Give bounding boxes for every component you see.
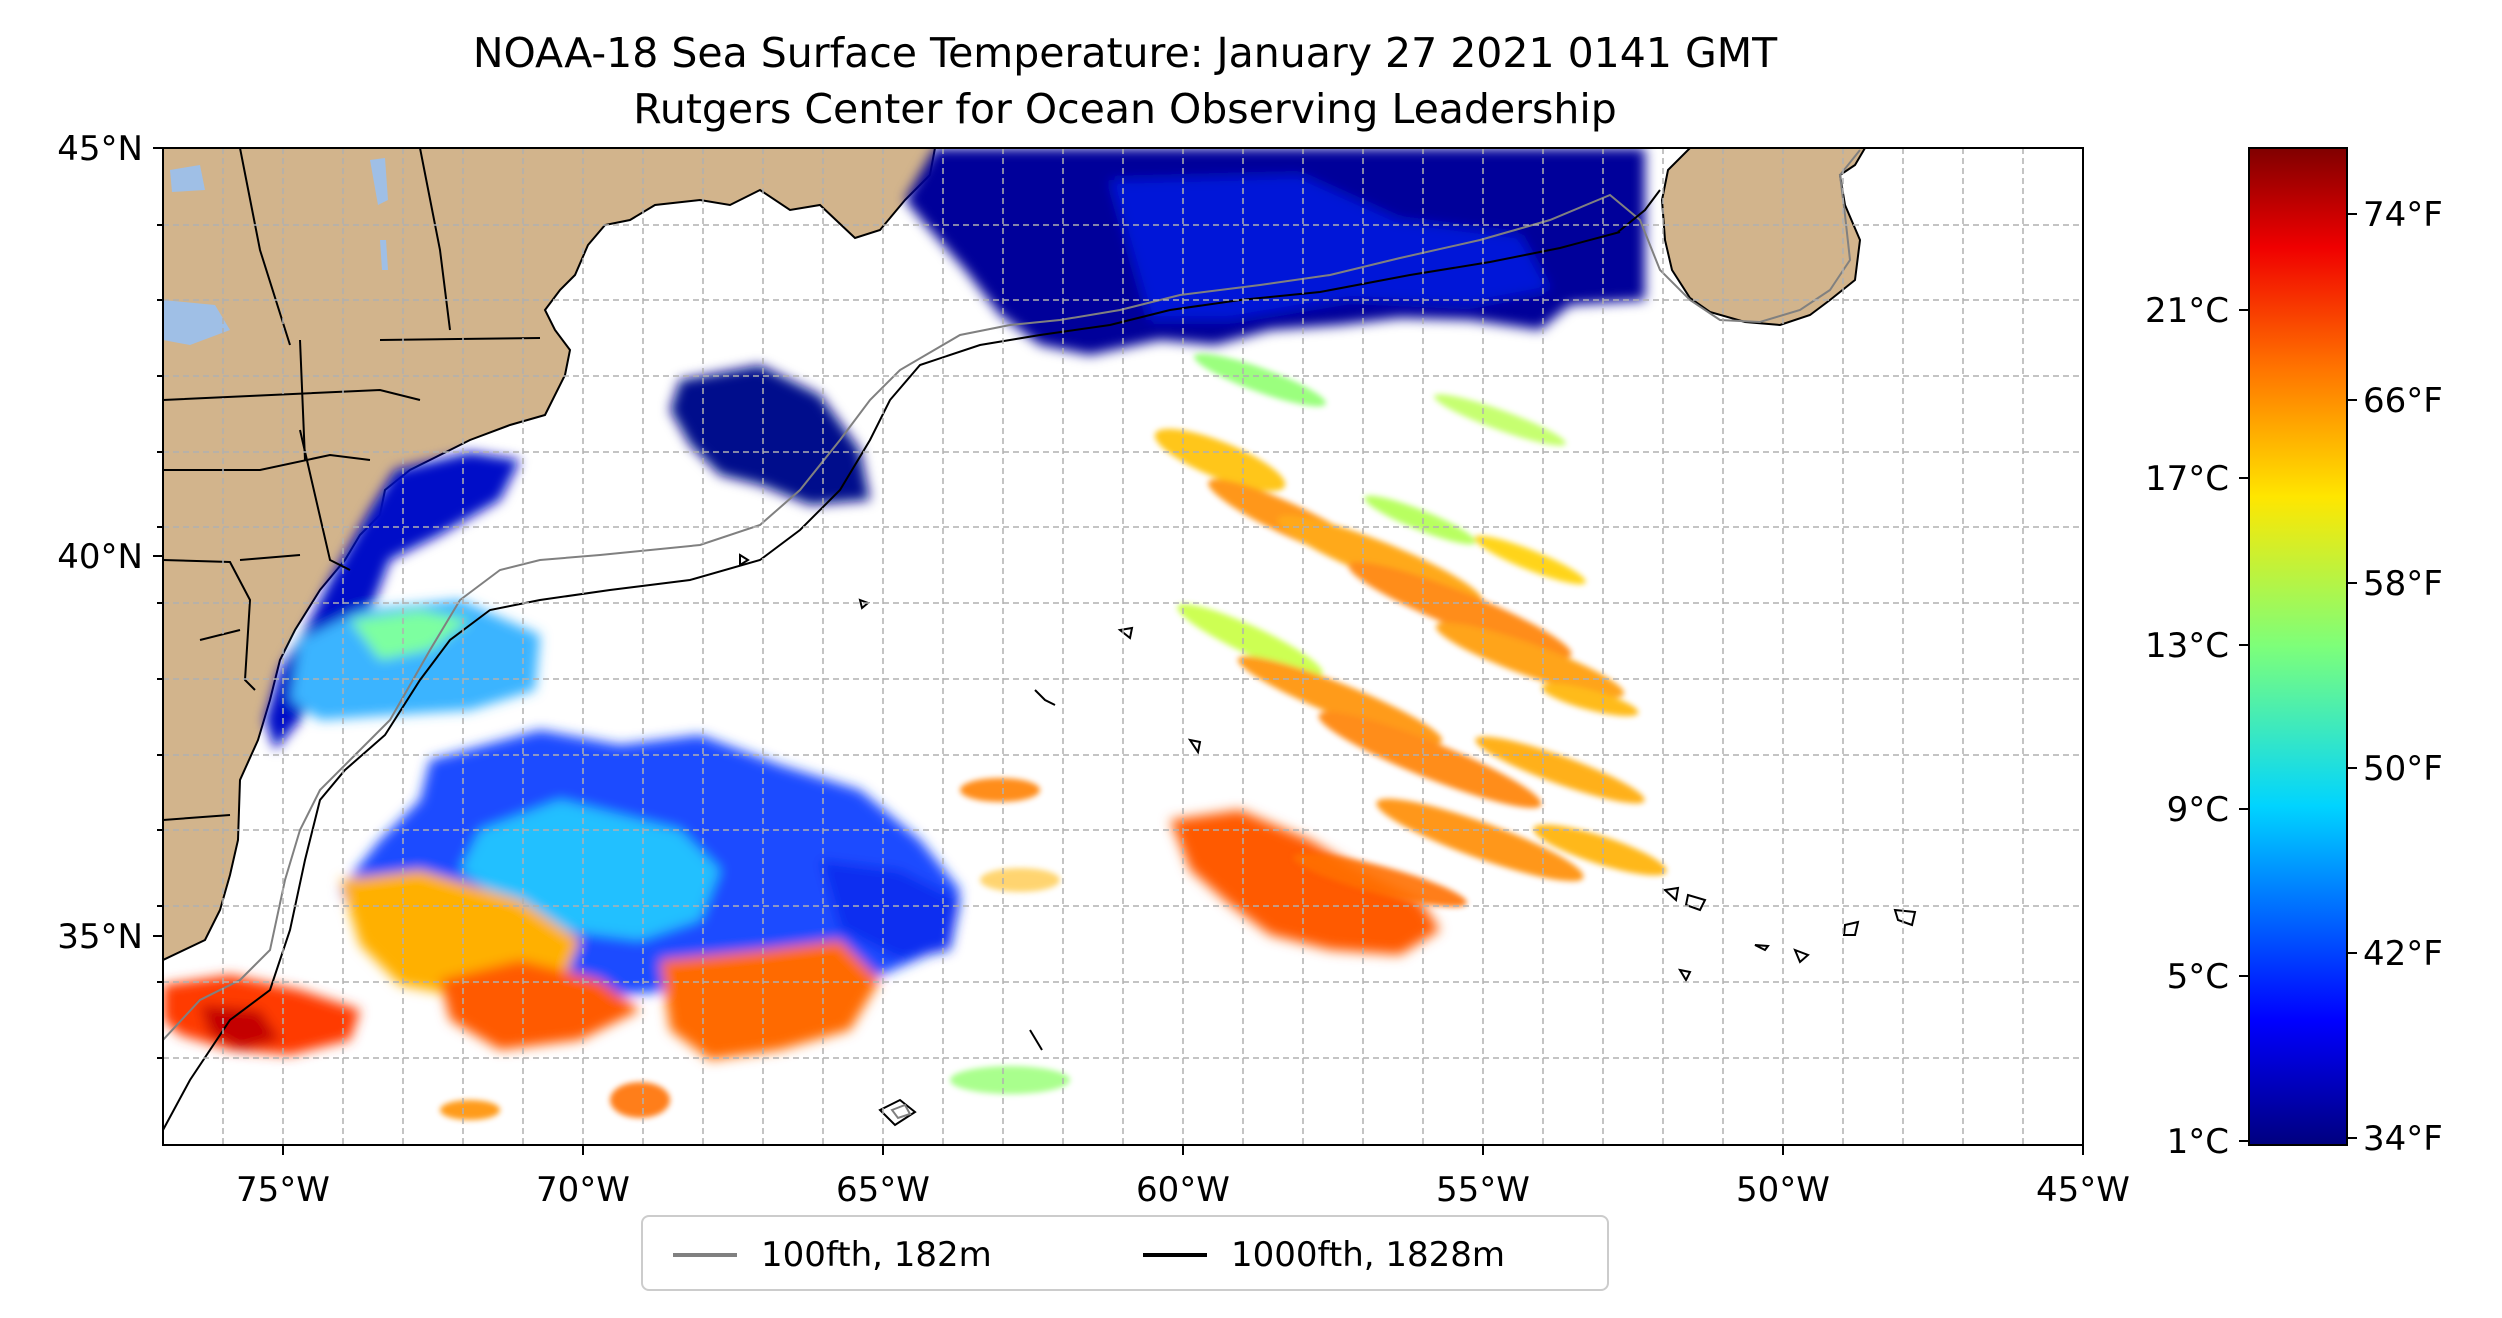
figure-subtitle: Rutgers Center for Ocean Observing Leade… (633, 85, 1617, 133)
lakes (163, 158, 388, 345)
celsius-label-5: 5°C (2167, 957, 2229, 997)
legend-label-1000fth: 1000fth, 1828m (1231, 1235, 1506, 1275)
colorbar-ticks (2239, 213, 2357, 1142)
celsius-tick-labels: 21°C 17°C 13°C 9°C 5°C 1°C (2145, 291, 2229, 1162)
map-frame (162, 147, 2084, 1146)
depth-contours (163, 149, 1917, 1131)
fahrenheit-label-50: 50°F (2363, 749, 2443, 789)
lat-label-40n: 40°N (57, 537, 143, 577)
map-axis-ticks (153, 147, 2084, 1155)
celsius-label-9: 9°C (2167, 790, 2229, 830)
fahrenheit-tick-labels: 74°F 66°F 58°F 50°F 42°F 34°F (2363, 195, 2443, 1159)
lon-label-55w: 55°W (1436, 1170, 1530, 1210)
lat-lon-grid (163, 148, 2083, 1145)
fahrenheit-label-74: 74°F (2363, 195, 2443, 235)
legend-item-1000fth: 1000fth, 1828m (1143, 1217, 1505, 1293)
map-plot-area (163, 148, 2083, 1145)
sst-data-field (163, 148, 1667, 1120)
lon-label-60w: 60°W (1136, 1170, 1230, 1210)
contour-legend: 100fth, 182m 1000fth, 1828m (641, 1215, 1609, 1291)
legend-label-100fth: 100fth, 182m (761, 1235, 992, 1275)
legend-black-line-swatch (1143, 1253, 1207, 1257)
lat-label-45n: 45°N (57, 129, 143, 169)
fahrenheit-label-58: 58°F (2363, 564, 2443, 604)
lon-label-45w: 45°W (2036, 1170, 2130, 1210)
land-mass (163, 148, 1867, 962)
figure-title: NOAA-18 Sea Surface Temperature: January… (472, 29, 1778, 77)
celsius-label-17: 17°C (2145, 459, 2229, 499)
lon-label-70w: 70°W (536, 1170, 630, 1210)
lat-label-35n: 35°N (57, 917, 143, 957)
lon-label-65w: 65°W (836, 1170, 930, 1210)
celsius-label-13: 13°C (2145, 626, 2229, 666)
fahrenheit-label-42: 42°F (2363, 934, 2443, 974)
state-borders (163, 148, 541, 821)
celsius-label-1: 1°C (2167, 1122, 2229, 1162)
lat-tick-labels: 45°N 40°N 35°N (57, 129, 143, 957)
legend-item-100fth: 100fth, 182m (673, 1217, 992, 1293)
lon-label-50w: 50°W (1736, 1170, 1830, 1210)
lon-label-75w: 75°W (236, 1170, 330, 1210)
colorbar: 21°C 17°C 13°C 9°C 5°C 1°C 74°F 66°F 58°… (2145, 147, 2443, 1162)
fahrenheit-label-34: 34°F (2363, 1119, 2443, 1159)
lon-tick-labels: 75°W 70°W 65°W 60°W 55°W 50°W 45°W (236, 1170, 2130, 1210)
legend-gray-line-swatch (673, 1253, 737, 1257)
colorbar-gradient (2248, 147, 2348, 1146)
celsius-label-21: 21°C (2145, 291, 2229, 331)
fahrenheit-label-66: 66°F (2363, 381, 2443, 421)
